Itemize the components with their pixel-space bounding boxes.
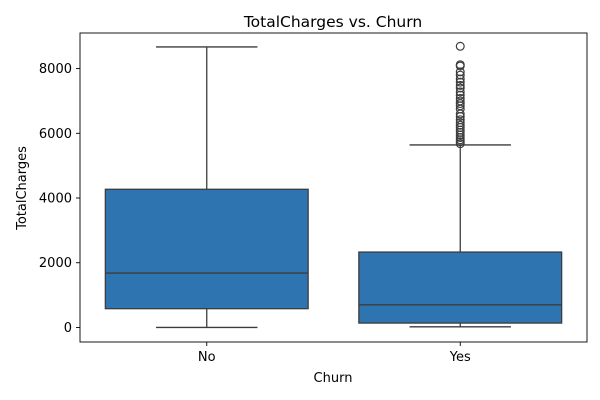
- outlier-point-yes-22: [455, 77, 465, 87]
- x-axis-label: Churn: [314, 371, 353, 386]
- x-tick-label-no: No: [198, 350, 216, 365]
- outlier-point-yes-16: [455, 96, 465, 106]
- y-tick-label-2000: 2000: [39, 256, 72, 271]
- outlier-point-yes-5: [455, 127, 465, 137]
- outlier-point-yes-15: [455, 99, 465, 109]
- outlier-point-yes-21: [455, 80, 465, 90]
- plot-frame: [79, 32, 588, 343]
- box-no: [104, 188, 309, 310]
- box-group-no: [104, 46, 309, 329]
- outlier-point-yes-9: [455, 118, 465, 128]
- y-tick-label-4000: 4000: [39, 192, 72, 207]
- plot-area: [104, 41, 563, 329]
- outlier-point-yes-18: [455, 90, 465, 100]
- x-axis: No Yes: [198, 342, 471, 365]
- box-yes: [358, 251, 563, 324]
- outlier-point-yes-28: [455, 41, 465, 51]
- outlier-point-yes-27: [455, 60, 465, 70]
- outlier-point-yes-17: [455, 93, 465, 103]
- outlier-point-yes-8: [455, 120, 465, 130]
- y-axis-label: TotalCharges: [15, 146, 30, 231]
- outlier-point-yes-20: [455, 83, 465, 93]
- x-tick-label-yes: Yes: [449, 350, 471, 365]
- box-group-yes: [358, 41, 563, 328]
- chart-title: TotalCharges vs. Churn: [243, 13, 422, 31]
- y-axis: 0 2000 4000 6000 8000: [39, 62, 80, 336]
- y-tick-label-6000: 6000: [39, 127, 72, 142]
- y-tick-label-8000: 8000: [39, 62, 72, 77]
- outlier-point-yes-10: [455, 115, 465, 125]
- y-tick-label-0: 0: [64, 321, 72, 336]
- outlier-point-yes-19: [455, 87, 465, 97]
- outlier-point-yes-24: [455, 70, 465, 80]
- outlier-point-yes-25: [455, 67, 465, 77]
- outlier-point-yes-23: [455, 74, 465, 84]
